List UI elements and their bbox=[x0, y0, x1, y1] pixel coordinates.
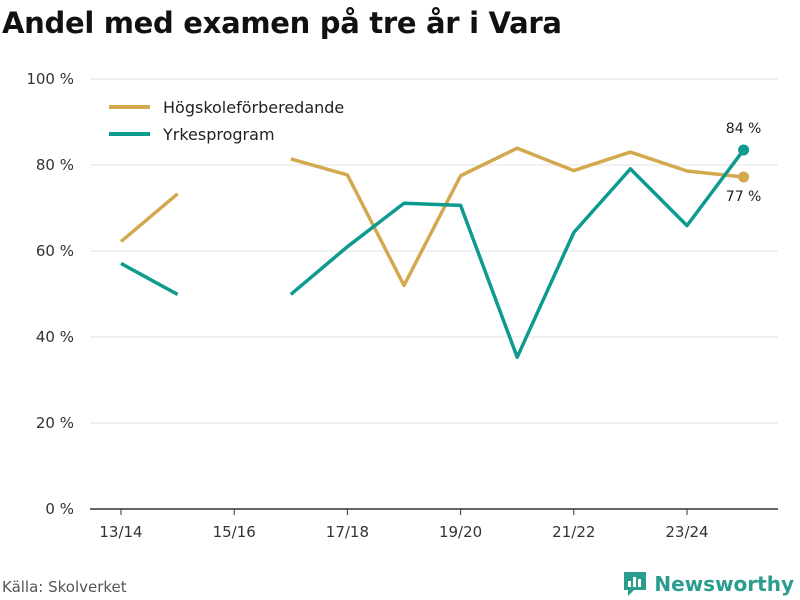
end-label-0: 77 % bbox=[726, 189, 762, 205]
x-axis: 13/14 15/16 17/18 19/20 21/22 23/24 bbox=[90, 509, 778, 541]
end-point-1 bbox=[738, 144, 749, 155]
x-tick-label: 13/14 bbox=[99, 523, 142, 541]
series-line-0 bbox=[121, 194, 178, 242]
end-label-1: 84 % bbox=[726, 121, 762, 137]
brand-name: Newsworthy bbox=[654, 572, 794, 596]
x-tick-label: 15/16 bbox=[213, 523, 256, 541]
series-lines bbox=[121, 148, 744, 357]
x-tick-label: 21/22 bbox=[552, 523, 595, 541]
newsworthy-logo-icon bbox=[622, 570, 648, 598]
y-axis-ticks: 0 % 20 % 40 % 60 % 80 % 100 % bbox=[26, 70, 74, 518]
x-tick-label: 17/18 bbox=[326, 523, 369, 541]
series-line-1 bbox=[121, 263, 178, 294]
y-tick-label: 100 % bbox=[26, 70, 74, 88]
y-tick-label: 80 % bbox=[36, 156, 74, 174]
y-tick-label: 60 % bbox=[36, 242, 74, 260]
line-chart: 0 % 20 % 40 % 60 % 80 % 100 % 13/14 15/16 17/18… bbox=[0, 0, 800, 600]
y-tick-label: 40 % bbox=[36, 328, 74, 346]
end-points: 77 % 84 % bbox=[726, 121, 762, 205]
y-tick-label: 0 % bbox=[45, 500, 74, 518]
legend-label-yrkes: Yrkesprogram bbox=[162, 125, 275, 144]
series-line-0 bbox=[291, 148, 744, 285]
x-tick-label: 19/20 bbox=[439, 523, 482, 541]
series-line-1 bbox=[291, 150, 744, 357]
end-point-0 bbox=[738, 172, 749, 183]
y-tick-label: 20 % bbox=[36, 414, 74, 432]
x-tick-label: 23/24 bbox=[665, 523, 708, 541]
legend-label-hogskole: Högskoleförberedande bbox=[163, 98, 344, 117]
brand-logo: Newsworthy bbox=[622, 570, 794, 598]
source-note: Källa: Skolverket bbox=[2, 578, 127, 596]
legend: Högskoleförberedande Yrkesprogram bbox=[109, 98, 344, 144]
